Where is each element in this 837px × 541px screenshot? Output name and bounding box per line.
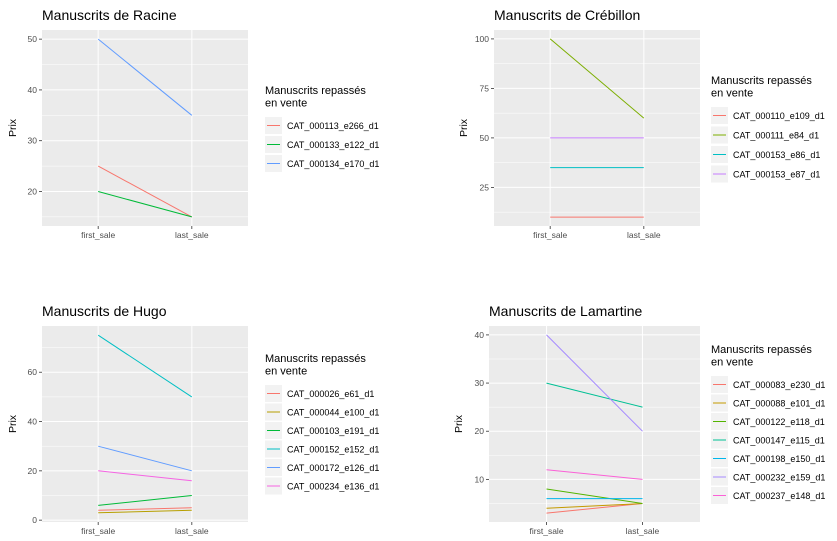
- plot-background: [42, 30, 248, 226]
- x-tick-label: first_sale: [530, 526, 564, 536]
- legend: Manuscrits repassés en vente CAT_000026_e…: [265, 353, 379, 495]
- legend-label: CAT_000134_e170_d1: [287, 159, 379, 169]
- legend-label: CAT_000152_e152_d1: [287, 445, 379, 455]
- y-tick-label: 20: [28, 466, 38, 476]
- x-tick-label: last_sale: [627, 230, 661, 240]
- legend-label: CAT_000147_e115_d1: [733, 436, 825, 446]
- y-tick-label: 30: [28, 136, 38, 146]
- legend-label: CAT_000172_e126_d1: [287, 463, 379, 473]
- x-tick-label: last_sale: [626, 526, 660, 536]
- legend-title: Manuscrits repassés: [265, 85, 366, 97]
- y-tick-label: 10: [475, 474, 485, 484]
- series-line-2: [546, 503, 643, 509]
- y-tick-label: 20: [475, 426, 485, 436]
- series-line-5: [98, 445, 192, 472]
- legend: Manuscrits repassés en vente CAT_000110_e…: [711, 75, 825, 183]
- legend-title: en vente: [265, 366, 307, 378]
- legend-label: CAT_000111_e84_d1: [733, 131, 819, 141]
- x-tick-label: last_sale: [175, 230, 209, 240]
- legend: Manuscrits repassés en vente CAT_000113_e…: [265, 85, 379, 172]
- x-tick-label: first_sale: [81, 526, 115, 536]
- chart-title: Manuscrits de Hugo: [42, 303, 167, 319]
- chart-panel-1: Manuscrits de Racine 20 30 40 50 first_sale la…: [7, 7, 379, 240]
- legend-label: CAT_000110_e109_d1: [733, 111, 825, 121]
- legend-label: CAT_000153_e86_d1: [733, 150, 820, 160]
- chart-panel-3: Manuscrits de Hugo 0 20 40 60 first_sale last_…: [7, 303, 379, 536]
- plot-background: [489, 326, 700, 522]
- chart-panel-2: Manuscrits de Crébillon 25 50 75 100 first_sa…: [458, 7, 825, 240]
- legend-label: CAT_000237_e148_d1: [733, 491, 825, 501]
- y-tick-label: 50: [480, 133, 490, 143]
- y-tick-label: 0: [32, 515, 37, 525]
- legend-title: en vente: [265, 98, 307, 110]
- series-line-4: [546, 382, 643, 408]
- legend-label: CAT_000083_e230_d1: [733, 380, 825, 390]
- legend-label: CAT_000044_e100_d1: [287, 408, 379, 418]
- chart-title: Manuscrits de Crébillon: [494, 7, 640, 23]
- series-line-1: [97, 165, 193, 218]
- legend-label: CAT_000198_e150_d1: [733, 454, 825, 464]
- legend-title: en vente: [711, 357, 753, 369]
- legend-label: CAT_000122_e118_d1: [733, 417, 825, 427]
- series-line-3: [97, 38, 193, 116]
- series-line-1: [546, 503, 643, 514]
- chart-panel-4: Manuscrits de Lamartine 10 20 30 40 first_sal…: [453, 303, 825, 536]
- plot-background: [494, 30, 700, 226]
- series-line-3: [98, 495, 192, 506]
- y-tick-label: 50: [28, 34, 38, 44]
- legend-label: CAT_000026_e61_d1: [287, 389, 374, 399]
- legend-label: CAT_000133_e122_d1: [287, 140, 379, 150]
- series-line-1: [98, 507, 192, 511]
- series-line-6: [546, 334, 643, 432]
- y-tick-label: 30: [475, 378, 485, 388]
- legend-title: Manuscrits repassés: [711, 75, 812, 87]
- y-tick-label: 60: [28, 367, 38, 377]
- x-tick-label: last_sale: [175, 526, 209, 536]
- y-axis-label: Prix: [7, 414, 19, 433]
- y-tick-label: 40: [475, 330, 485, 340]
- plot-background: [42, 326, 248, 522]
- y-tick-label: 25: [480, 182, 490, 192]
- legend-label: CAT_000113_e266_d1: [287, 121, 379, 131]
- series-line-7: [546, 469, 643, 480]
- legend-title: Manuscrits repassés: [265, 353, 366, 365]
- series-line-3: [546, 488, 643, 504]
- legend-title: Manuscrits repassés: [711, 344, 812, 356]
- series-line-2: [98, 191, 192, 218]
- y-tick-label: 75: [480, 83, 490, 93]
- y-tick-label: 20: [28, 186, 38, 196]
- legend-label: CAT_000232_e159_d1: [733, 473, 825, 483]
- legend-label: CAT_000153_e87_d1: [733, 170, 820, 180]
- chart-title: Manuscrits de Racine: [42, 7, 177, 23]
- legend-label: CAT_000234_e136_d1: [287, 482, 379, 492]
- legend-label: CAT_000103_e191_d1: [287, 426, 379, 436]
- series-line-2: [549, 38, 645, 119]
- y-axis-label: Prix: [453, 414, 465, 433]
- y-axis-label: Prix: [458, 118, 470, 137]
- chart-title: Manuscrits de Lamartine: [489, 303, 643, 319]
- x-tick-label: first_sale: [533, 230, 567, 240]
- series-line-6: [98, 470, 192, 482]
- y-tick-label: 100: [475, 34, 489, 44]
- legend-title: en vente: [711, 88, 753, 100]
- legend-label: CAT_000088_e101_d1: [733, 399, 825, 409]
- series-line-4: [97, 334, 193, 398]
- series-line-2: [98, 509, 192, 514]
- y-axis-label: Prix: [7, 118, 19, 137]
- legend: Manuscrits repassés en vente CAT_000083_e…: [711, 344, 825, 504]
- x-tick-label: first_sale: [81, 230, 115, 240]
- y-tick-label: 40: [28, 85, 38, 95]
- y-tick-label: 40: [28, 417, 38, 427]
